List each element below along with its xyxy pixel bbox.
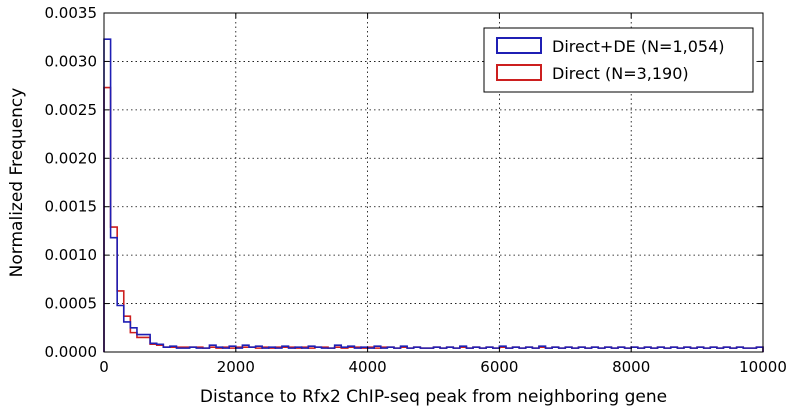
x-tick-label: 2000	[217, 358, 255, 376]
x-axis-label: Distance to Rfx2 ChIP-seq peak from neig…	[200, 387, 667, 407]
plot-frame	[103, 12, 764, 353]
legend-swatch-direct-de	[496, 37, 542, 54]
y-tick-label: 0.0020	[45, 149, 98, 167]
x-tick-label: 4000	[349, 358, 387, 376]
y-tick-label: 0.0035	[45, 4, 98, 22]
y-tick-label: 0.0025	[45, 101, 98, 119]
series-layer	[103, 38, 764, 352]
y-tick-label: 0.0000	[45, 343, 98, 361]
y-tick-label: 0.0015	[45, 198, 98, 216]
y-tick-label: 0.0030	[45, 52, 98, 70]
series-direct-de-step-line	[103, 38, 764, 352]
x-tick-label: 8000	[612, 358, 650, 376]
y-axis-label: Normalized Frequency	[7, 88, 27, 278]
tick-layer: 0 2000 4000 6000 8000 10000 0.0000 0.0005 0.0010…	[45, 4, 787, 376]
x-tick-label: 10000	[739, 358, 787, 376]
legend: Direct+DE (N=1,054) Direct (N=3,190)	[483, 27, 754, 93]
legend-swatch-direct	[496, 64, 542, 81]
x-tick-label: 6000	[480, 358, 518, 376]
legend-label-direct: Direct (N=3,190)	[552, 64, 689, 83]
series-direct-step-line	[103, 86, 764, 352]
y-tick-label: 0.0010	[45, 246, 98, 264]
y-tick-label: 0.0005	[45, 295, 98, 313]
legend-label-direct-de: Direct+DE (N=1,054)	[552, 37, 725, 56]
x-tick-label: 0	[99, 358, 109, 376]
